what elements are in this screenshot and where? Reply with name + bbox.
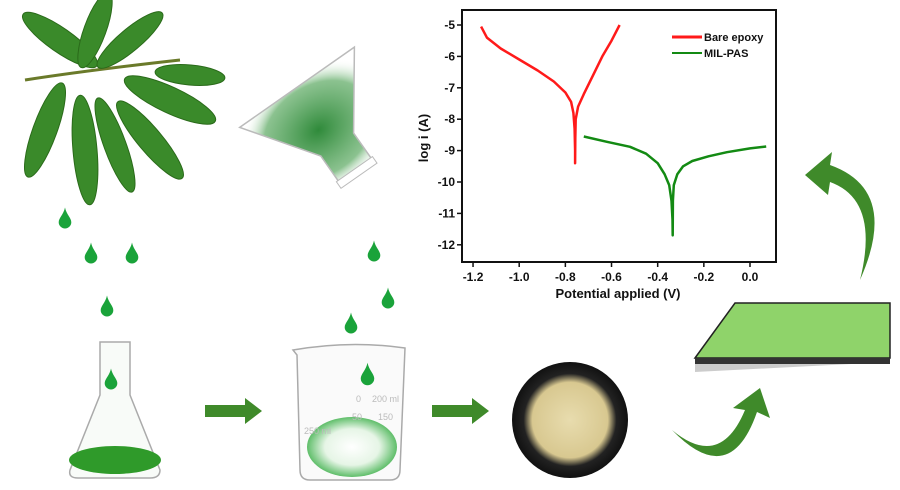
legend-label-mil-pas: MIL-PAS (704, 48, 748, 60)
drop-icon (381, 287, 395, 309)
series-line-mil-pas (583, 135, 767, 237)
x-tick-label: 0.0 (742, 270, 759, 284)
y-tick-label: -8 (444, 112, 455, 126)
beaker-label-0: 0 (356, 394, 361, 404)
curved-arrow-left-icon (805, 152, 875, 280)
tafel-chart: -1.2 -1.0 -0.8 -0.6 -0.4 -0.2 0.0 -5 -6 -7 -8 -9 -10… (416, 9, 777, 301)
x-axis-label: Potential applied (V) (556, 286, 681, 301)
series-line-bare-epoxy (479, 24, 621, 165)
beaker-label-150: 150 (378, 412, 393, 422)
drop-icon (100, 295, 114, 317)
y-tick-label: -7 (444, 81, 455, 95)
x-tick-label: -0.8 (555, 270, 576, 284)
legend-label-bare-epoxy: Bare epoxy (704, 32, 764, 44)
y-axis-label: log i (A) (416, 114, 431, 162)
mil-pas-powder (512, 362, 628, 478)
beaker: 0 200 ml 250 ml 50 150 (291, 343, 406, 481)
drop-icon (58, 207, 72, 229)
plot-frame (461, 9, 777, 263)
process-arrows (205, 398, 489, 424)
drop-icon (84, 242, 98, 264)
legend: Bare epoxy MIL-PAS (672, 32, 764, 60)
x-tick-label: -0.4 (647, 270, 668, 284)
y-tick-label: -9 (444, 144, 455, 158)
x-tick-label: -0.2 (693, 270, 714, 284)
pouring-flask (238, 45, 378, 190)
curved-arrow-up-icon (672, 388, 770, 457)
extract-drops (58, 207, 395, 334)
y-tick-label: -6 (444, 49, 455, 63)
x-tick-label: -1.0 (509, 270, 530, 284)
drop-icon (344, 312, 358, 334)
y-tick-label: -5 (444, 18, 455, 32)
arrow-right-icon (205, 398, 262, 424)
y-tick-label: -10 (438, 175, 456, 189)
y-tick-label: -11 (438, 206, 455, 220)
erlenmeyer-flask (68, 341, 161, 479)
beaker-label-50: 50 (352, 412, 362, 422)
y-tick-label: -12 (438, 238, 456, 252)
beaker-label-200ml: 200 ml (372, 394, 399, 404)
mango-leaves (22, 0, 226, 206)
drop-icon (125, 242, 139, 264)
x-tick-label: -0.6 (601, 270, 622, 284)
drop-icon (367, 240, 381, 262)
beaker-label-250ml: 250 ml (304, 426, 331, 436)
x-tick-label: -1.2 (463, 270, 484, 284)
coated-steel-plate (693, 302, 891, 372)
arrow-right-icon (432, 398, 489, 424)
